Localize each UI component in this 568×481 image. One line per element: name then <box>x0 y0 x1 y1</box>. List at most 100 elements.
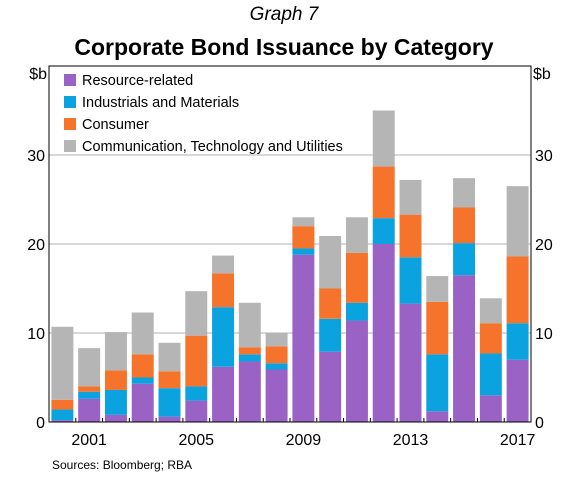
bar-2016-series-0 <box>479 395 502 422</box>
bar-2014-series-0 <box>426 411 449 422</box>
bar-2007-series-0 <box>238 361 261 422</box>
bar-2010-series-0 <box>319 351 342 422</box>
chart-title: Corporate Bond Issuance by Category <box>74 34 494 60</box>
bar-2002-series-2 <box>104 370 127 390</box>
bar-2000-series-0 <box>51 420 74 422</box>
bar-2017-series-0 <box>506 359 529 422</box>
y-tick-right-20: 20 <box>535 237 553 254</box>
legend-label-2: Consumer <box>82 117 149 133</box>
bar-2004-series-1 <box>158 388 181 417</box>
bar-2008-series-3 <box>265 333 288 347</box>
bar-2014-series-3 <box>426 276 449 302</box>
bar-2013-series-0 <box>399 303 422 422</box>
bar-2017-series-3 <box>506 186 529 257</box>
bar-2001-series-1 <box>78 391 101 399</box>
legend-swatch-3 <box>64 140 76 152</box>
bar-2016-series-1 <box>479 353 502 396</box>
axes: 0 0 10 10 20 20 30 30 $b $b 2001 2005 2009 2013 2017 <box>27 66 553 449</box>
bar-2001-series-0 <box>78 398 101 422</box>
gridlines <box>49 154 531 334</box>
bar-2014-series-1 <box>426 354 449 412</box>
bar-2010-series-2 <box>319 288 342 319</box>
bar-2003-series-1 <box>131 377 154 384</box>
bar-2000-series-1 <box>51 409 74 421</box>
bar-2017-series-1 <box>506 323 529 360</box>
y-tick-left-0: 0 <box>36 415 45 432</box>
bar-2003-series-2 <box>131 354 154 378</box>
bar-2011-series-0 <box>345 320 368 422</box>
graph-number: Graph 7 <box>249 4 319 25</box>
bar-2008-series-2 <box>265 346 288 364</box>
bar-2002-series-1 <box>104 389 127 415</box>
bar-2004-series-3 <box>158 342 181 372</box>
unit-left: $b <box>29 66 47 83</box>
bar-2007-series-1 <box>238 354 261 362</box>
bar-2010-series-3 <box>319 235 342 289</box>
x-tick-label-2009: 2009 <box>286 432 322 449</box>
bar-2011-series-3 <box>345 217 368 253</box>
bar-2016-series-2 <box>479 323 502 354</box>
bar-2009-series-1 <box>292 248 315 255</box>
bar-2010-series-1 <box>319 318 342 352</box>
bar-2014-series-2 <box>426 301 449 355</box>
bar-2006-series-2 <box>212 273 235 308</box>
y-tick-right-0: 0 <box>535 415 544 432</box>
bar-2012-series-1 <box>372 218 395 244</box>
bar-2013-series-2 <box>399 214 422 258</box>
bar-2004-series-0 <box>158 416 181 422</box>
bar-2012-series-3 <box>372 110 395 167</box>
bar-2001-series-3 <box>78 348 101 387</box>
bar-2015-series-0 <box>453 275 476 422</box>
x-tick-label-2013: 2013 <box>393 432 429 449</box>
bar-2007-series-2 <box>238 347 261 355</box>
unit-right: $b <box>533 66 551 83</box>
bar-2005-series-2 <box>185 335 208 387</box>
bar-2015-series-3 <box>453 178 476 208</box>
legend-label-1: Industrials and Materials <box>82 95 239 111</box>
bar-2000-series-3 <box>51 326 74 400</box>
x-tick-label-2001: 2001 <box>71 432 107 449</box>
bar-2003-series-0 <box>131 383 154 422</box>
bar-2005-series-1 <box>185 386 208 401</box>
bar-2002-series-0 <box>104 414 127 422</box>
bar-2006-series-3 <box>212 255 235 274</box>
bar-2005-series-3 <box>185 291 208 336</box>
bar-2007-series-3 <box>238 302 261 348</box>
bar-2009-series-3 <box>292 217 315 227</box>
bar-2002-series-3 <box>104 332 127 371</box>
bar-2003-series-3 <box>131 312 154 355</box>
bar-2006-series-1 <box>212 307 235 367</box>
bar-2008-series-0 <box>265 369 288 422</box>
bar-2017-series-2 <box>506 256 529 324</box>
y-tick-right-10: 10 <box>535 326 553 343</box>
bar-2006-series-0 <box>212 366 235 422</box>
legend-label-3: Communication, Technology and Utilities <box>82 139 343 155</box>
bar-2016-series-3 <box>479 298 502 324</box>
bar-2011-series-2 <box>345 252 368 303</box>
bar-2011-series-1 <box>345 302 368 321</box>
bar-2015-series-1 <box>453 243 476 276</box>
bar-2004-series-2 <box>158 371 181 389</box>
bar-2012-series-2 <box>372 166 395 219</box>
legend-swatch-1 <box>64 96 76 108</box>
bar-2009-series-0 <box>292 254 315 422</box>
bar-2009-series-2 <box>292 226 315 249</box>
bar-2005-series-0 <box>185 400 208 422</box>
bars <box>51 110 529 422</box>
y-tick-left-20: 20 <box>27 237 45 254</box>
bar-2001-series-2 <box>78 386 101 392</box>
bar-2013-series-1 <box>399 257 422 304</box>
bar-2000-series-2 <box>51 399 74 410</box>
legend-swatch-2 <box>64 118 76 130</box>
y-tick-left-30: 30 <box>27 148 45 165</box>
y-tick-left-10: 10 <box>27 326 45 343</box>
y-tick-right-30: 30 <box>535 148 553 165</box>
x-tick-label-2017: 2017 <box>500 432 536 449</box>
legend-label-0: Resource-related <box>82 73 193 89</box>
source-note: Sources: Bloomberg; RBA <box>52 458 193 472</box>
bar-2013-series-3 <box>399 179 422 215</box>
legend: Resource-related Industrials and Material… <box>64 73 343 155</box>
x-tick-label-2005: 2005 <box>178 432 214 449</box>
bar-2015-series-2 <box>453 207 476 244</box>
